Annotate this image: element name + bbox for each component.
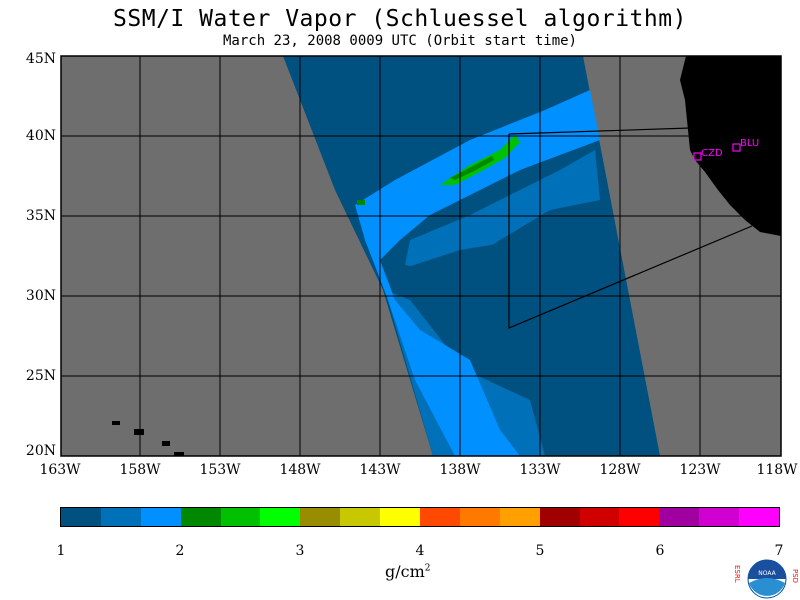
lat-label-35n: 35N: [25, 208, 56, 224]
lon-label-123w: 123W: [679, 462, 721, 478]
logo-left-letters: ESRL: [735, 565, 741, 583]
island-1: [112, 421, 120, 425]
cb-tick-3: 3: [295, 543, 305, 559]
island-3: [162, 441, 170, 446]
green-streak-dark: [450, 156, 494, 180]
moisture-band: [355, 90, 600, 456]
map-frame: [60, 55, 782, 457]
units-text: g/cm: [385, 562, 425, 581]
colorbar-segment: [260, 508, 301, 526]
logo-center: NOAA: [758, 570, 776, 577]
colorbar-segment: [220, 508, 261, 526]
water-vapor-map: CZD BLU: [60, 55, 782, 457]
cb-tick-4: 4: [415, 543, 425, 559]
cb-tick-6: 6: [655, 543, 665, 559]
colorbar-segment: [699, 508, 740, 526]
graticule: [61, 56, 781, 456]
lon-label-138w: 138W: [439, 462, 481, 478]
lon-label-118w: 118W: [756, 462, 798, 478]
colorbar-segment: [579, 508, 620, 526]
cb-tick-2: 2: [175, 543, 185, 559]
lon-label-148w: 148W: [279, 462, 321, 478]
colorbar-segment: [380, 508, 421, 526]
colorbar-segment: [300, 508, 341, 526]
lat-label-25n: 25N: [25, 368, 56, 384]
colorbar-segment: [340, 508, 381, 526]
lat-label-40n: 40N: [25, 128, 56, 144]
lon-label-163w: 163W: [39, 462, 81, 478]
colorbar-segment: [140, 508, 181, 526]
colorbar-units: g/cm2: [385, 562, 431, 581]
lon-label-128w: 128W: [599, 462, 641, 478]
colorbar-segment: [739, 508, 780, 526]
colorbar-segment: [499, 508, 540, 526]
lon-label-153w: 153W: [199, 462, 241, 478]
lat-label-45n: 45N: [25, 51, 56, 67]
map-title: SSM/I Water Vapor (Schluessel algorithm): [113, 6, 687, 32]
lon-label-158w: 158W: [119, 462, 161, 478]
station-blu-marker: [732, 143, 741, 152]
island-4: [174, 452, 184, 456]
cb-tick-1: 1: [56, 543, 66, 559]
colorbar-segment: [61, 508, 101, 526]
colorbar-segment: [420, 508, 460, 526]
moisture-inner: [405, 150, 600, 270]
station-blu-label: BLU: [740, 138, 759, 149]
lat-label-20n: 20N: [25, 443, 56, 459]
colorbar-segment: [180, 508, 221, 526]
station-czd-marker: [693, 152, 702, 161]
logo-right-letters: PSD: [791, 569, 799, 583]
colorbar-segment: [100, 508, 141, 526]
lon-label-143w: 143W: [359, 462, 401, 478]
station-czd-label: CZD: [701, 148, 723, 159]
lat-label-30n: 30N: [25, 288, 56, 304]
colorbar-segment: [459, 508, 500, 526]
domain-outline: [508, 127, 691, 135]
dark-pocket: [405, 210, 610, 295]
cb-tick-7: 7: [774, 543, 784, 559]
units-exponent: 2: [424, 563, 431, 574]
island-2: [134, 429, 144, 435]
colorbar: [60, 507, 780, 527]
noaa-logo: ESRL NOAA PSD: [735, 559, 799, 599]
green-dot: [357, 200, 365, 205]
colorbar-segment: [659, 508, 700, 526]
colorbar-segment: [539, 508, 580, 526]
cb-tick-5: 5: [535, 543, 545, 559]
lon-label-133w: 133W: [519, 462, 561, 478]
domain-outline-2: [508, 134, 753, 329]
colorbar-segment: [619, 508, 660, 526]
land-mass: [680, 56, 781, 236]
map-subtitle: March 23, 2008 0009 UTC (Orbit start tim…: [222, 33, 577, 49]
